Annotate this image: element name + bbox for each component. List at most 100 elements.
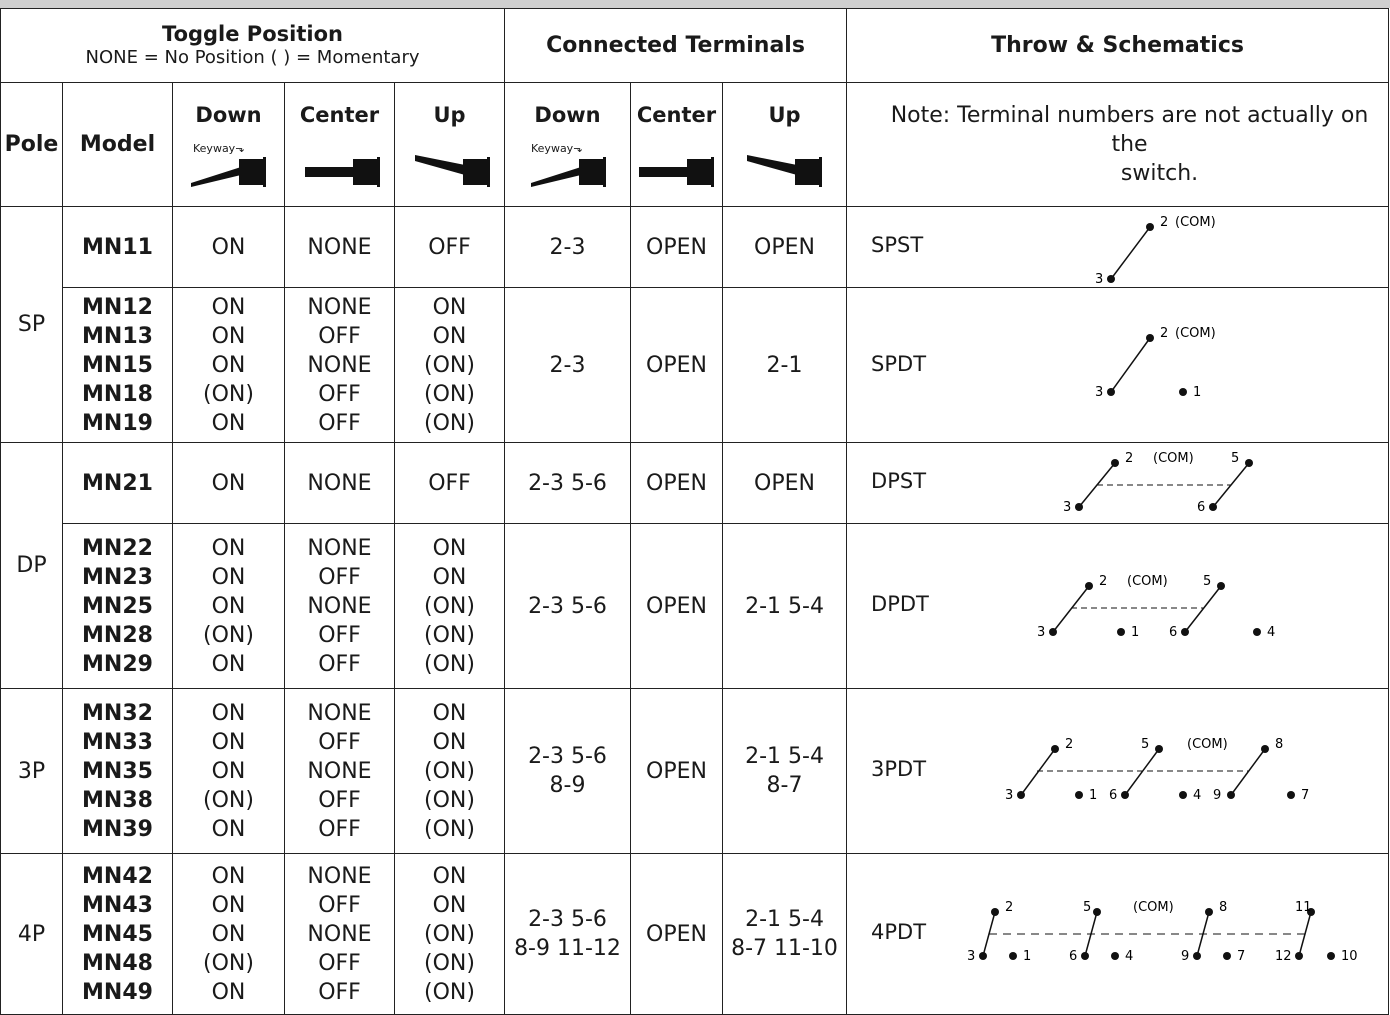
svg-text:8: 8 (1275, 737, 1283, 752)
terminal-note-line1: Note: Terminal numbers are not actually … (890, 103, 1369, 157)
down-cell: ON ON ON (ON) ON (172, 853, 285, 1015)
toggle-position-legend: NONE = No Position ( ) = Momentary (85, 46, 420, 68)
model-cell: MN11 (62, 206, 173, 288)
svg-text:1: 1 (1193, 385, 1201, 400)
conn-center-cell: OPEN (630, 523, 723, 689)
svg-text:3: 3 (1005, 788, 1013, 803)
down-cell: ON (172, 442, 285, 524)
up-cell: OFF (394, 206, 505, 288)
model-cell: MN32 MN33 MN35 MN38 MN39 (62, 688, 173, 854)
down-cell: ON ON ON (ON) ON (172, 688, 285, 854)
svg-text:4: 4 (1193, 788, 1201, 803)
model-cell: MN12 MN13 MN15 MN18 MN19 (62, 287, 173, 443)
svg-text:7: 7 (1237, 949, 1245, 964)
throw-cell: SPDT 2 (COM) 3 1 (846, 287, 1390, 443)
pole-header: Pole (0, 82, 63, 207)
toggle-up-label: Up (433, 102, 466, 127)
toggle-up-icon-2 (747, 154, 822, 187)
down-cell: ON (172, 206, 285, 288)
throw-cell: 4PDT (846, 853, 1390, 1015)
toggle-center-header: Center (284, 82, 395, 207)
svg-text:5: 5 (1231, 451, 1239, 466)
throw-cell: DPST 2 (COM) 5 3 6 (846, 442, 1390, 524)
spst-schematic: 2 (COM) 3 (1095, 215, 1216, 287)
terminals-up-label: Up (768, 102, 801, 127)
throw-type: SPST (871, 233, 924, 257)
conn-up-cell: 2-1 5-4 8-7 11-10 (721, 853, 848, 1015)
svg-text:(COM): (COM) (1175, 326, 1216, 341)
top-bar (0, 0, 1390, 8)
toggle-down-icon-2 (531, 156, 606, 187)
svg-text:2: 2 (1099, 574, 1107, 589)
svg-text:2: 2 (1005, 900, 1013, 915)
pole-cell: 4P (0, 853, 63, 1015)
throw-cell: SPST 2 (COM) 3 (846, 206, 1390, 288)
throw-cell: 3PDT 2 5 (COM) (846, 688, 1390, 854)
pole-cell: 3P (0, 688, 63, 854)
down-cell: ON ON ON (ON) ON (172, 523, 285, 689)
up-cell: ON ON (ON) (ON) (ON) (394, 523, 505, 689)
terminal-note-line2: switch. (1120, 161, 1199, 186)
conn-up-cell: 2-1 5-4 (721, 523, 848, 689)
table-row: 3P MN32 MN33 MN35 MN38 MN39 ON ON ON (ON… (0, 688, 1390, 854)
toggle-down-label: Down (195, 102, 262, 127)
svg-text:1: 1 (1023, 949, 1031, 964)
svg-text:1: 1 (1089, 788, 1097, 803)
terminals-down-label: Down (534, 102, 601, 127)
connected-terminals-header: Connected Terminals (503, 8, 848, 83)
svg-text:3: 3 (967, 949, 975, 964)
conn-down-cell: 2-3 5-6 (504, 442, 631, 524)
toggle-up-header: Up (394, 82, 505, 207)
throw-type: SPDT (871, 352, 927, 376)
switch-spec-table: Toggle Position NONE = No Position ( ) =… (0, 8, 1390, 1015)
up-cell: ON ON (ON) (ON) (ON) (394, 287, 505, 443)
center-cell: NONE OFF NONE OFF OFF (284, 688, 395, 854)
4pdt-schematic: 2 5 (COM) 8 11 3 1 6 4 9 7 12 10 (967, 900, 1358, 964)
svg-text:2: 2 (1125, 451, 1133, 466)
conn-center-cell: OPEN (630, 853, 723, 1015)
svg-text:9: 9 (1213, 788, 1221, 803)
terminal-note: Note: Terminal numbers are not actually … (846, 82, 1390, 207)
up-cell: ON ON (ON) (ON) (ON) (394, 853, 505, 1015)
model-cell: MN22 MN23 MN25 MN28 MN29 (62, 523, 173, 689)
svg-text:1: 1 (1131, 625, 1139, 640)
center-cell: NONE OFF NONE OFF OFF (284, 287, 395, 443)
3pdt-schematic: 2 5 (COM) 8 3 1 6 4 9 7 (1005, 737, 1309, 803)
throw-type: 4PDT (871, 920, 927, 944)
conn-up-cell: 2-1 (721, 287, 848, 443)
throw-type: DPDT (871, 592, 929, 616)
table-row: DP MN21 ON NONE OFF 2-3 5-6 OPEN OPEN DP… (0, 442, 1390, 689)
model-cell: MN42 MN43 MN45 MN48 MN49 (62, 853, 173, 1015)
svg-text:6: 6 (1069, 949, 1077, 964)
svg-text:(COM): (COM) (1187, 737, 1228, 752)
center-cell: NONE (284, 442, 395, 524)
terminals-down-header: Down Keyway⬎ (504, 82, 631, 207)
conn-up-cell: OPEN (721, 442, 848, 524)
pole-cell: DP (0, 442, 63, 689)
keyway-label-2: Keyway⬎ (531, 141, 583, 155)
svg-text:3: 3 (1095, 385, 1103, 400)
svg-text:2: 2 (1065, 737, 1073, 752)
throw-type: DPST (871, 469, 927, 493)
svg-text:6: 6 (1169, 625, 1177, 640)
conn-center-cell: OPEN (630, 206, 723, 288)
down-cell: ON ON ON (ON) ON (172, 287, 285, 443)
svg-text:(COM): (COM) (1127, 574, 1168, 589)
toggle-position-title: Toggle Position (162, 21, 343, 46)
svg-text:10: 10 (1341, 949, 1358, 964)
conn-down-cell: 2-3 5-6 8-9 (504, 688, 631, 854)
conn-center-cell: OPEN (630, 442, 723, 524)
toggle-center-icon-2 (639, 156, 714, 187)
conn-down-cell: 2-3 5-6 8-9 11-12 (504, 853, 631, 1015)
table-row: MN22 MN23 MN25 MN28 MN29 ON ON ON (ON) O… (1, 523, 1390, 689)
svg-text:9: 9 (1181, 949, 1189, 964)
conn-down-cell: 2-3 (504, 206, 631, 288)
svg-text:4: 4 (1125, 949, 1133, 964)
spdt-schematic: 2 (COM) 3 1 (1095, 326, 1216, 400)
center-cell: NONE OFF NONE OFF OFF (284, 523, 395, 689)
toggle-center-icon (305, 156, 380, 187)
table-row: MN12 MN13 MN15 MN18 MN19 ON ON ON (ON) O… (1, 287, 1390, 443)
keyway-label: Keyway⬎ (193, 141, 245, 155)
up-cell: OFF (394, 442, 505, 524)
model-cell: MN21 (62, 442, 173, 524)
